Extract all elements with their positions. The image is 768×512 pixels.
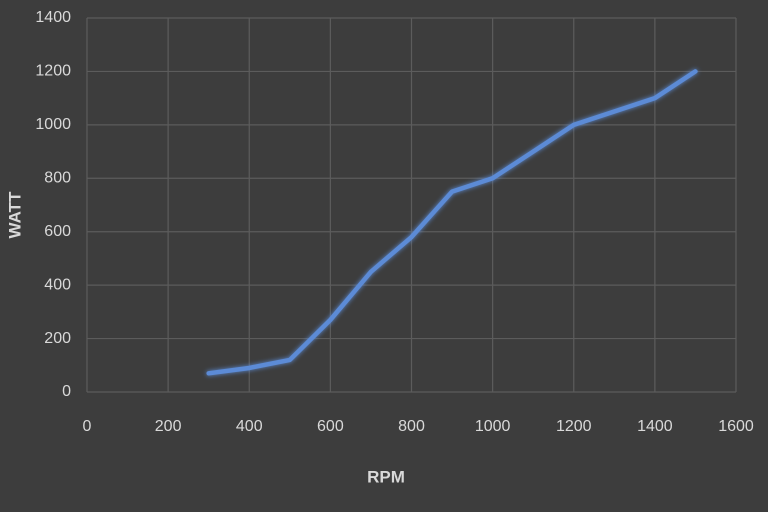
- x-tick-label: 800: [398, 418, 425, 435]
- data-line: [206, 69, 698, 376]
- x-tick-label: 1400: [637, 418, 673, 435]
- y-tick-label: 400: [44, 276, 71, 293]
- y-tick-label: 0: [62, 383, 71, 400]
- y-tick-label: 200: [44, 330, 71, 347]
- x-tick-label: 0: [83, 418, 92, 435]
- x-tick-label: 1200: [556, 418, 592, 435]
- y-tick-label: 600: [44, 223, 71, 240]
- y-axis-label: WATT: [5, 191, 24, 239]
- x-tick-label: 400: [236, 418, 263, 435]
- y-tick-label: 1400: [35, 9, 71, 26]
- x-axis-label: RPM: [367, 467, 405, 486]
- y-tick-label: 800: [44, 170, 71, 187]
- x-tick-label: 200: [155, 418, 182, 435]
- x-tick-label: 600: [317, 418, 344, 435]
- y-tick-label: 1200: [35, 63, 71, 80]
- x-tick-label: 1000: [475, 418, 511, 435]
- y-tick-label: 1000: [35, 116, 71, 133]
- x-tick-label: 1600: [718, 418, 754, 435]
